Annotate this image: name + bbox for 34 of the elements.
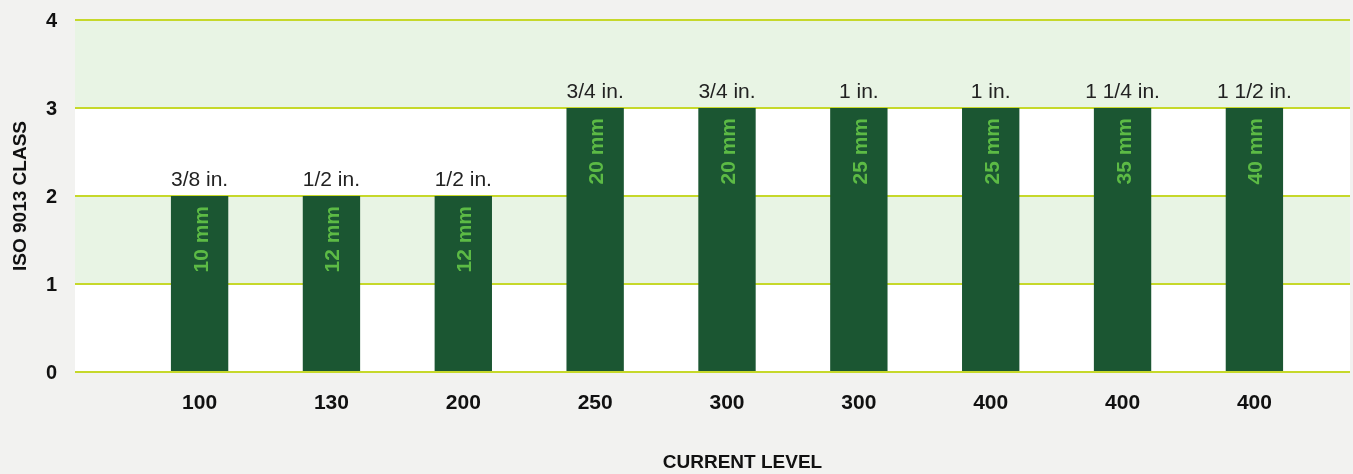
x-tick-label: 250 <box>577 389 613 413</box>
y-tick-label: 1 <box>45 272 57 295</box>
x-tick-label: 400 <box>973 389 1009 413</box>
y-tick-label: 2 <box>45 184 57 207</box>
annotation: 12 mm <box>320 206 344 273</box>
x-tick-label: 130 <box>313 389 349 413</box>
x-axis-title: CURRENT LEVEL <box>662 451 823 472</box>
annotation: 1 1/2 in. <box>1217 79 1292 102</box>
x-tick-label: 400 <box>1236 389 1272 413</box>
y-tick-label: 4 <box>45 8 58 31</box>
annotation: 3/4 in. <box>566 79 624 102</box>
annotation: 3/8 in. <box>170 167 229 190</box>
x-tick-label: 400 <box>1105 389 1141 413</box>
x-tick-label: 300 <box>841 389 877 413</box>
annotation: 20 mm <box>716 118 739 185</box>
x-tick-label: 300 <box>709 389 745 413</box>
y-axis-title: ISO 9013 CLASS <box>9 121 30 271</box>
annotation: 35 mm <box>1111 118 1135 185</box>
annotation: 1/2 in. <box>434 167 492 190</box>
annotation: 12 mm <box>452 206 476 273</box>
annotation: 1 1/4 in. <box>1085 79 1160 102</box>
x-tick-label: 100 <box>182 389 218 413</box>
annotation: 25 mm <box>979 118 1003 185</box>
annotation: 20 mm <box>584 118 608 185</box>
y-tick-label: 0 <box>45 360 57 383</box>
annotation: 10 mm <box>188 206 212 273</box>
annotation: 1 in. <box>839 79 879 102</box>
annotation: 1/2 in. <box>302 167 361 190</box>
annotation: 3/4 in. <box>698 79 756 102</box>
y-tick-label: 3 <box>45 96 57 119</box>
annotation: 1 in. <box>970 79 1011 102</box>
annotation: 25 mm <box>847 118 871 185</box>
x-tick-label: 200 <box>445 389 481 413</box>
annotation: 40 mm <box>1243 118 1267 185</box>
